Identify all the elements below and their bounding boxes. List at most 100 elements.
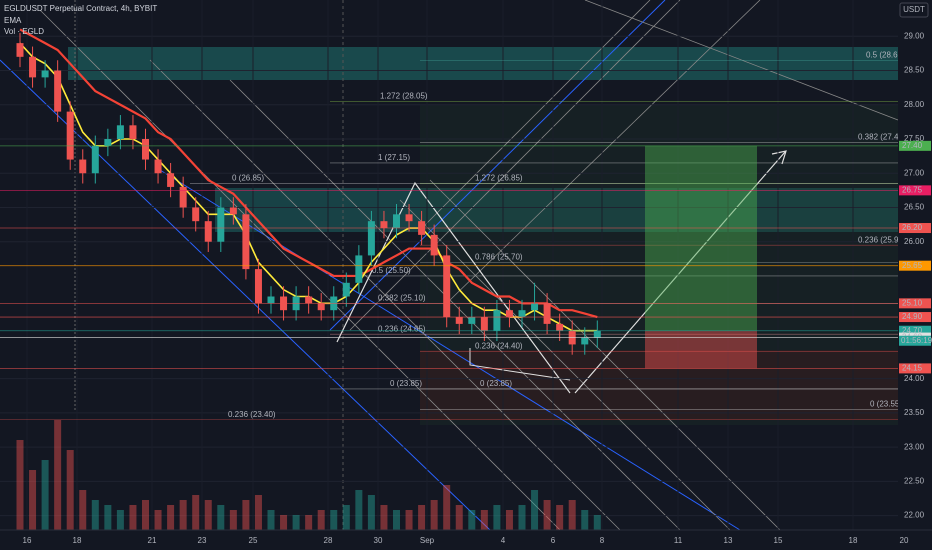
candle-body [242,214,250,270]
trend-line [0,59,491,531]
volume-bar [254,495,262,530]
candle-body [505,310,513,318]
candle-body [543,303,551,324]
volume-bar [292,515,300,530]
candle-body [430,234,438,256]
profit-zone [645,145,757,331]
price-tag [899,312,931,323]
ema-line [19,28,598,319]
volume-bar [79,490,87,530]
volume-bar [543,500,551,530]
candle-body [455,317,463,324]
candle-body [192,207,200,222]
price-tag [899,363,931,374]
stop-zone [645,330,757,369]
volume-bar [192,495,200,530]
channel-line [419,0,651,231]
y-tick-label: 26.00 [904,237,925,246]
plot: 0.5 (28.65) 1.272 (28.05) 0.382 (27.45) 1 (… [0,0,906,531]
channel-line [429,179,781,531]
candle-body [66,111,74,160]
candle-body [342,282,350,297]
unit-box[interactable] [899,2,929,18]
volume-bar [116,510,124,530]
price-tag-label: 24.15 [902,364,923,373]
candle-body [393,214,400,229]
volume-bar [367,495,375,530]
volume-bar [305,515,313,530]
candle-body [29,56,37,78]
channel-line [399,199,731,531]
price-tag-label: 25.10 [902,298,923,307]
y-tick-label: 28.00 [904,100,925,109]
volume-bar [455,505,463,530]
fib-label: 0.382 (27.45) [858,133,906,142]
candle-body [518,310,526,318]
price-tag [899,325,931,336]
price-axis [898,0,932,550]
x-tick-label: 13 [724,536,733,545]
x-tick-label: 15 [774,536,783,545]
candle-body [54,70,62,112]
pattern [469,348,571,381]
candle-body [267,296,275,304]
price-tag [899,223,931,234]
x-tick-label: 8 [600,536,605,545]
fib-label: 0.5 (28.65) [866,50,905,59]
x-tick-label: 21 [148,536,157,545]
x-tick-label: 28 [324,536,333,545]
zone [68,47,898,80]
zone [420,350,898,420]
volume-bar [54,420,62,530]
y-axis-label[interactable]: USDT [903,5,925,14]
candle-body [468,317,476,324]
candle-body [443,255,451,318]
candle-body [41,70,49,78]
volume-bar [242,500,250,530]
zone [215,188,898,232]
fib-label: 0 (23.55) [870,400,902,409]
candle-body [480,317,488,331]
volume-bar [317,510,325,530]
candle-body [355,255,363,283]
x-tick-label: 18 [73,536,82,545]
price-tag [899,260,931,271]
price-tag-label: 25.65 [902,261,923,270]
trend-line [159,169,741,531]
channel-line [449,0,761,301]
price-tag-label: 26.20 [902,223,923,232]
channel-line [229,79,681,531]
x-tick-label: 16 [23,536,32,545]
volume-bar [468,510,476,530]
volume-bar [518,505,526,530]
y-tick-label: 28.50 [904,66,925,75]
price-tag-label: 24.90 [902,312,923,321]
volume-bar [405,510,413,530]
countdown-box [899,335,931,346]
price-tag [899,140,931,151]
candle-body [129,125,137,140]
candle-body [254,269,262,304]
y-tick-label: 27.00 [904,168,925,177]
y-tick-label: 22.50 [904,476,925,485]
volume-bar [531,490,539,530]
arrow-head [771,150,787,165]
fib-label: 0.236 (23.40) [228,410,276,419]
candle-body [167,173,175,187]
candle-body [367,221,375,256]
price-tag-label: 27.40 [902,141,923,150]
volume-bar [154,510,162,530]
volume-bar [443,485,451,530]
volume-bar [556,505,564,530]
fib-label: 1 (27.15) [378,153,410,162]
volume-bar [41,460,49,530]
candle-body [179,186,187,208]
x-tick-label: 25 [249,536,258,545]
candle-body [493,310,501,331]
volume-bar [66,450,74,530]
x-tick-label: 6 [551,536,556,545]
indicator: EMA [4,16,22,25]
x-tick-label: 11 [674,536,683,545]
y-tick-label: 29.00 [904,31,925,40]
y-tick-label: 27.50 [904,134,925,143]
